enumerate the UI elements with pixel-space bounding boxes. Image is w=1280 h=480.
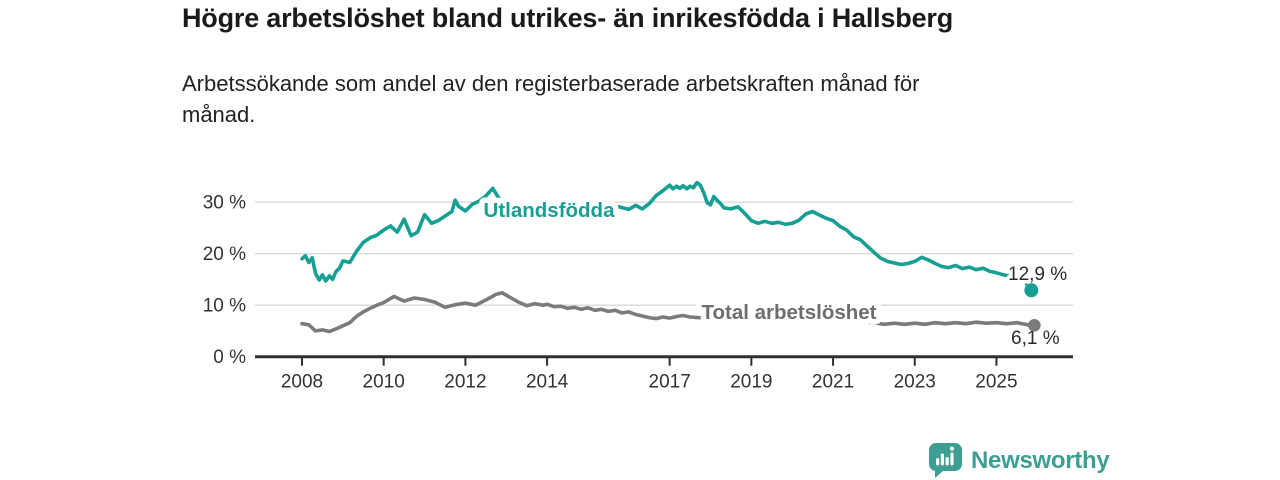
y-tick-label-0: 0 % [213,347,246,368]
utlandsfodda-end-value: 12,9 % [1008,264,1067,285]
x-tick-label-2012: 2012 [444,372,486,393]
x-tick-label-2010: 2010 [363,372,405,393]
total-arbetsloshet-end-dot [1028,318,1041,332]
chart-title: Högre arbetslöshet bland utrikes- än inr… [182,3,953,33]
chart-subtitle: Arbetssökande som andel av den registerb… [182,68,919,130]
x-tick-label-2019: 2019 [730,372,772,393]
utlandsfodda-series-label: Utlandsfödda [484,199,616,222]
x-tick-label-2021: 2021 [812,372,854,393]
x-tick-label-2008: 2008 [281,372,323,393]
y-tick-label-30: 30 % [203,193,246,214]
chart-subtitle-line-2: månad. [182,102,256,127]
newsworthy-wordmark: Newsworthy [971,446,1110,474]
y-tick-label-20: 20 % [203,244,246,265]
newsworthy-logo-icon [929,443,962,478]
total-arbetsloshet-series-label: Total arbetslöshet [701,301,876,324]
total-arbetsloshet-line [300,290,1033,334]
x-tick-label-2014: 2014 [526,372,569,393]
y-tick-label-10: 10 % [203,296,246,317]
x-tick-label-2017: 2017 [649,372,691,393]
newsworthy-logo[interactable]: Newsworthy [929,443,1110,478]
utlandsfodda-line [300,180,1033,293]
utlandsfodda-end-dot [1024,283,1039,298]
x-tick-label-2023: 2023 [894,372,936,393]
x-tick-label-2025: 2025 [975,372,1017,393]
chart-subtitle-line-1: Arbetssökande som andel av den registerb… [182,71,920,96]
